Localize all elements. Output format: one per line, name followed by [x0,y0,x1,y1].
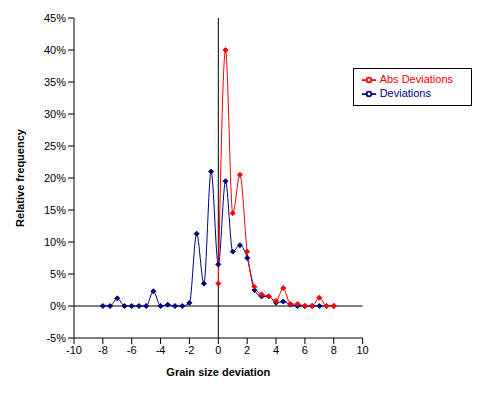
svg-text:40%: 40% [44,44,66,56]
svg-text:6: 6 [302,344,308,356]
svg-text:-8: -8 [98,344,108,356]
svg-text:-10: -10 [66,344,82,356]
svg-text:20%: 20% [44,172,66,184]
svg-text:8: 8 [331,344,337,356]
svg-text:25%: 25% [44,140,66,152]
svg-text:Grain size deviation: Grain size deviation [166,366,270,378]
svg-text:-6: -6 [127,344,137,356]
svg-text:4: 4 [273,344,279,356]
svg-text:30%: 30% [44,108,66,120]
svg-text:-5%: -5% [46,332,66,344]
svg-text:15%: 15% [44,204,66,216]
svg-text:-2: -2 [185,344,195,356]
html-text:Abs Deviations: Abs Deviations [379,73,453,85]
svg-text:5%: 5% [50,268,66,280]
svg-text:10: 10 [357,344,369,356]
svg-text:35%: 35% [44,76,66,88]
svg-text:2: 2 [244,344,250,356]
svg-text:0: 0 [215,344,221,356]
svg-text:0%: 0% [50,300,66,312]
svg-text:10%: 10% [44,236,66,248]
html-text:Deviations: Deviations [379,87,431,100]
svg-text:Relative frequency: Relative frequency [14,128,26,227]
svg-text:-4: -4 [156,344,166,356]
svg-text:45%: 45% [44,12,66,24]
